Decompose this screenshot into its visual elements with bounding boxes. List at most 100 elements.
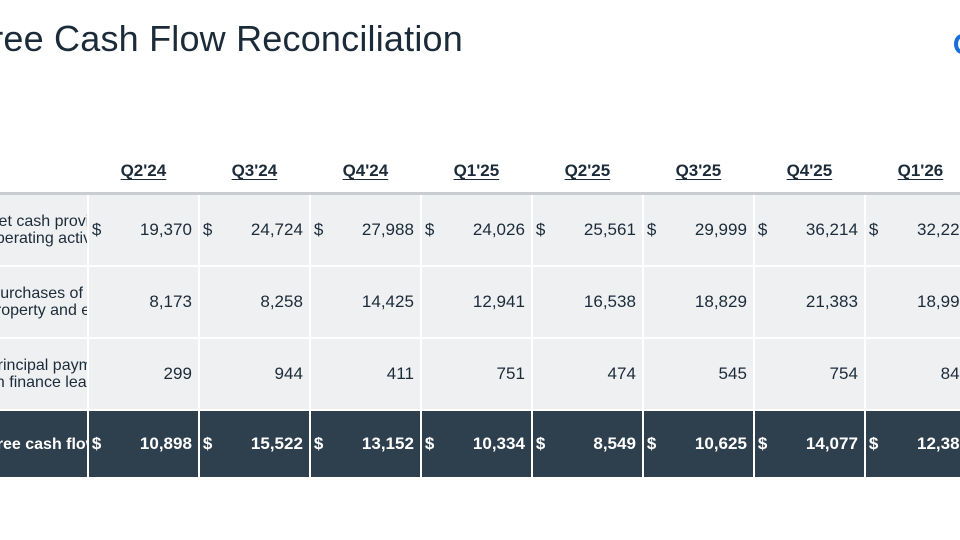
currency-symbol: $ bbox=[535, 220, 546, 239]
cell-value: 21,383 bbox=[805, 292, 858, 311]
table-cell: $15,522 bbox=[198, 410, 311, 477]
table-cell: $10,625 bbox=[642, 410, 755, 477]
currency-symbol: $ bbox=[313, 434, 324, 453]
row-label: Free cash flow bbox=[0, 410, 89, 477]
table-cell: 754 bbox=[753, 338, 866, 411]
table-cell: 8,173 bbox=[87, 266, 200, 339]
currency-symbol: $ bbox=[646, 220, 657, 239]
page-title: Free Cash Flow Reconciliation bbox=[0, 18, 463, 59]
table-cell: $14,077 bbox=[753, 410, 866, 477]
cell-value: 29,999 bbox=[694, 220, 747, 239]
column-header: Q2'24 bbox=[120, 161, 167, 180]
table-cell: 18,829 bbox=[642, 266, 755, 339]
table-cell: $25,561 bbox=[531, 193, 644, 267]
cell-value: 32,226 bbox=[917, 220, 960, 239]
table-cell: $36,214 bbox=[753, 193, 866, 267]
cell-value: 8,549 bbox=[593, 434, 636, 453]
cell-value: 12,386 bbox=[917, 434, 960, 453]
total-row: Free cash flow$10,898$15,522$13,152$10,3… bbox=[0, 410, 960, 477]
column-header: Q2'25 bbox=[564, 161, 611, 180]
cell-value: 10,898 bbox=[139, 434, 192, 453]
row-label-header bbox=[0, 150, 88, 194]
currency-symbol: $ bbox=[313, 220, 324, 239]
row-label: Principal payments on finance leases bbox=[0, 338, 89, 411]
column-header: Q1'25 bbox=[453, 161, 500, 180]
cash-flow-table: Q2'24 Q3'24 Q4'24 Q1'25 Q2'25 Q3'25 Q4'2… bbox=[0, 150, 960, 477]
cell-value: 14,425 bbox=[361, 292, 414, 311]
currency-symbol: $ bbox=[535, 434, 546, 453]
table-cell: $10,334 bbox=[420, 410, 533, 477]
table-cell: 21,383 bbox=[753, 266, 866, 339]
cell-value: 474 bbox=[607, 364, 636, 383]
column-header: Q4'24 bbox=[342, 161, 389, 180]
table-cell: 299 bbox=[87, 338, 200, 411]
cell-value: 36,214 bbox=[805, 220, 858, 239]
table-row: Net cash provided by operating activitie… bbox=[0, 193, 960, 267]
currency-symbol: $ bbox=[202, 434, 213, 453]
table-cell: 411 bbox=[309, 338, 422, 411]
table-cell: 545 bbox=[642, 338, 755, 411]
currency-symbol: $ bbox=[868, 434, 879, 453]
cell-value: 299 bbox=[163, 364, 192, 383]
table-cell: $13,152 bbox=[309, 410, 422, 477]
table-cell: $10,898 bbox=[87, 410, 200, 477]
table-cell: 14,425 bbox=[309, 266, 422, 339]
currency-symbol: $ bbox=[868, 220, 879, 239]
cell-value: 944 bbox=[274, 364, 303, 383]
table-cell: $32,226 bbox=[864, 193, 960, 267]
currency-symbol: $ bbox=[91, 220, 102, 239]
cell-value: 545 bbox=[718, 364, 747, 383]
table-cell: $19,370 bbox=[87, 193, 200, 267]
cell-value: 16,538 bbox=[583, 292, 636, 311]
table-header-row: Q2'24 Q3'24 Q4'24 Q1'25 Q2'25 Q3'25 Q4'2… bbox=[0, 150, 960, 194]
cell-value: 754 bbox=[829, 364, 858, 383]
cell-value: 27,988 bbox=[361, 220, 414, 239]
table-cell: 751 bbox=[420, 338, 533, 411]
cell-value: 843 bbox=[940, 364, 960, 383]
table-cell: 8,258 bbox=[198, 266, 311, 339]
table-cell: 16,538 bbox=[531, 266, 644, 339]
table-cell: $24,724 bbox=[198, 193, 311, 267]
table-row: Principal payments on finance leases 299 9… bbox=[0, 338, 960, 411]
column-header: Q3'25 bbox=[675, 161, 722, 180]
table-cell: $24,026 bbox=[420, 193, 533, 267]
cell-value: 10,334 bbox=[472, 434, 525, 453]
cell-value: 8,258 bbox=[260, 292, 303, 311]
table-cell: 843 bbox=[864, 338, 960, 411]
table-cell: $27,988 bbox=[309, 193, 422, 267]
cell-value: 411 bbox=[386, 364, 414, 383]
cell-value: 8,173 bbox=[149, 292, 192, 311]
cell-value: 25,561 bbox=[583, 220, 636, 239]
cell-value: 10,625 bbox=[694, 434, 747, 453]
table-cell: $12,386 bbox=[864, 410, 960, 477]
currency-symbol: $ bbox=[646, 434, 657, 453]
cell-value: 24,026 bbox=[472, 220, 525, 239]
cell-value: 14,077 bbox=[805, 434, 858, 453]
column-header: Q1'26 bbox=[897, 161, 944, 180]
cell-value: 18,997 bbox=[917, 292, 960, 311]
cell-value: 751 bbox=[496, 364, 525, 383]
currency-symbol: $ bbox=[424, 434, 435, 453]
cell-value: 15,522 bbox=[250, 434, 303, 453]
currency-symbol: $ bbox=[757, 434, 768, 453]
row-label: Net cash provided by operating activitie… bbox=[0, 193, 89, 267]
table-cell: $29,999 bbox=[642, 193, 755, 267]
brand-logo-icon bbox=[954, 34, 960, 54]
column-header: Q3'24 bbox=[231, 161, 278, 180]
currency-symbol: $ bbox=[424, 220, 435, 239]
column-header: Q4'25 bbox=[786, 161, 833, 180]
cell-value: 13,152 bbox=[361, 434, 414, 453]
table-cell: 18,997 bbox=[864, 266, 960, 339]
cell-value: 12,941 bbox=[472, 292, 525, 311]
table-cell: $8,549 bbox=[531, 410, 644, 477]
table-cell: 944 bbox=[198, 338, 311, 411]
currency-symbol: $ bbox=[91, 434, 102, 453]
cell-value: 19,370 bbox=[139, 220, 192, 239]
table-cell: 12,941 bbox=[420, 266, 533, 339]
table-cell: 474 bbox=[531, 338, 644, 411]
currency-symbol: $ bbox=[757, 220, 768, 239]
cell-value: 18,829 bbox=[694, 292, 747, 311]
currency-symbol: $ bbox=[202, 220, 213, 239]
table-row: Purchases of property and equipment 8,173… bbox=[0, 266, 960, 339]
cell-value: 24,724 bbox=[250, 220, 303, 239]
